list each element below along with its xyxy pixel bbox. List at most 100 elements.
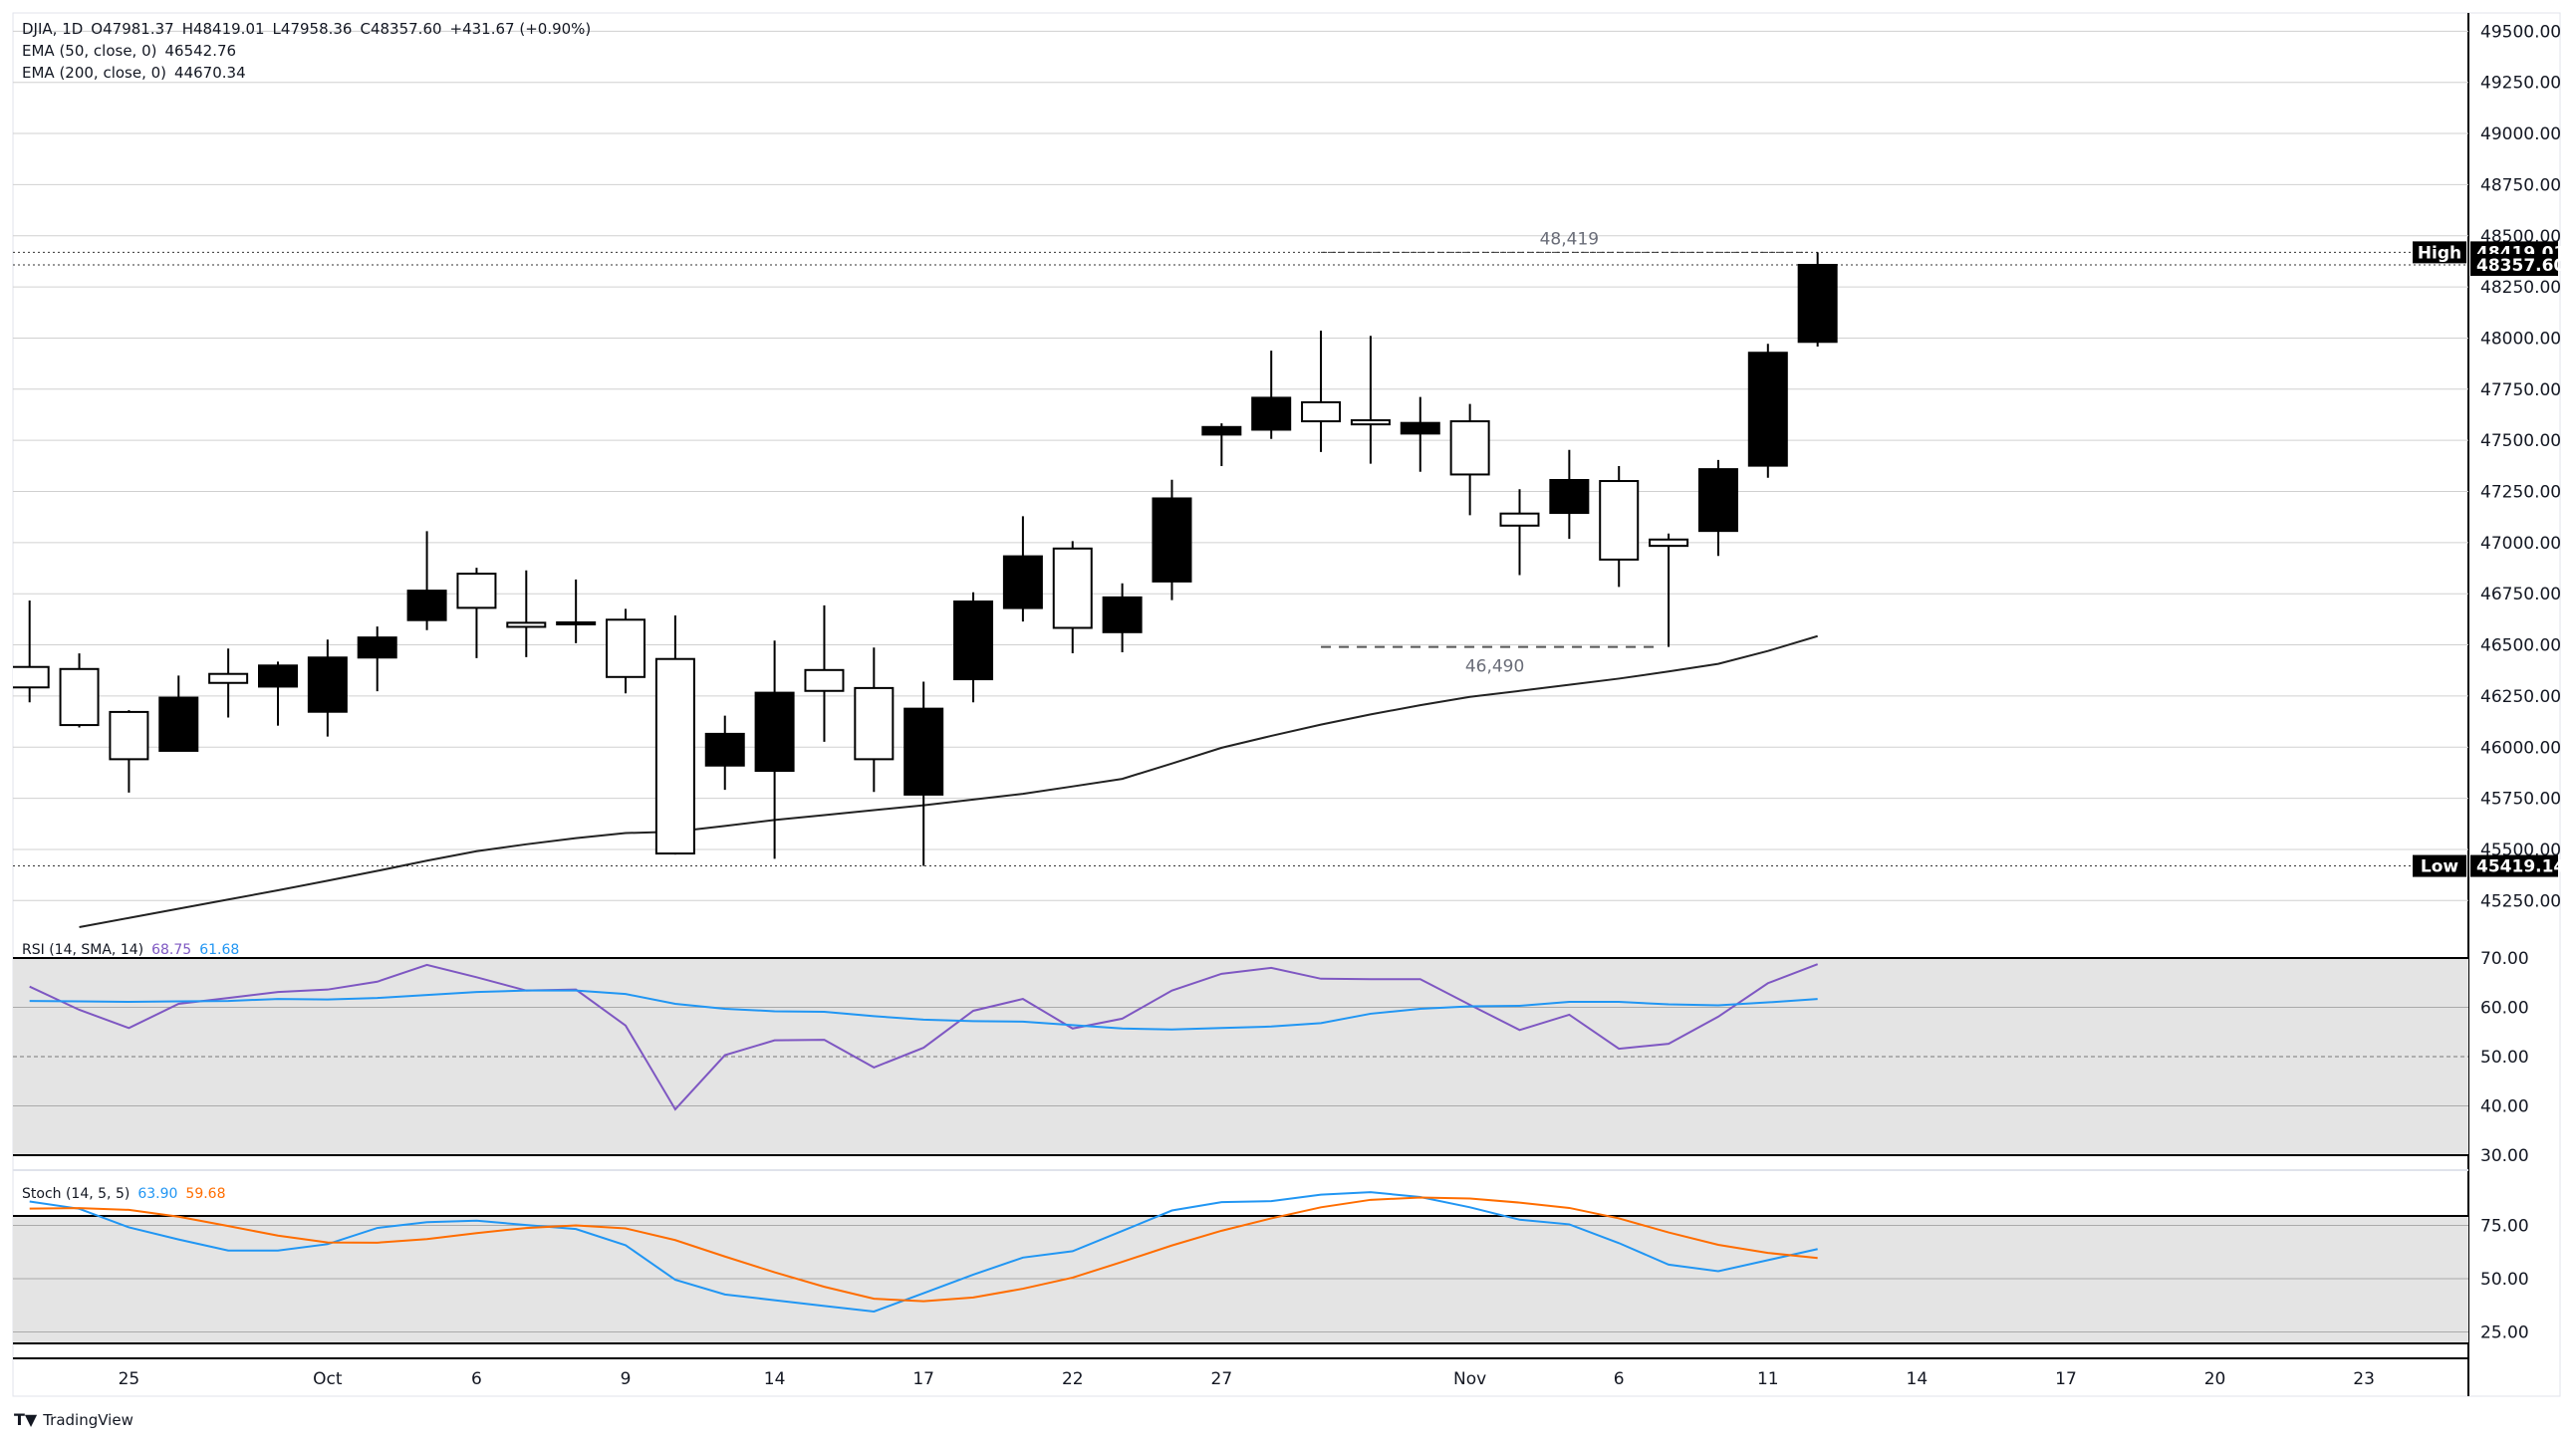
rsi-legend[interactable]: RSI (14, SMA, 14) 68.75 61.68 xyxy=(22,942,247,958)
candle xyxy=(754,640,795,859)
price-tick-label: 49250.00 xyxy=(2480,74,2561,94)
stoch-tick-label: 25.00 xyxy=(2480,1323,2529,1343)
candle xyxy=(903,681,944,866)
low-tag-label: Low xyxy=(2421,857,2459,877)
candle xyxy=(1697,459,1738,557)
ema50-legend[interactable]: EMA (50, close, 0) 46542.76 xyxy=(22,42,244,60)
low-tag-label-bg xyxy=(2413,854,2466,877)
ema50-label: EMA (50, close, 0) xyxy=(22,42,157,60)
time-tick-label: 25 xyxy=(119,1369,140,1389)
price-tick-label: 47250.00 xyxy=(2480,483,2561,503)
candle xyxy=(1350,336,1391,464)
time-tick-label: 27 xyxy=(1211,1369,1233,1389)
candle-body xyxy=(158,696,199,752)
time-tick-label: 6 xyxy=(471,1369,482,1389)
candle-body xyxy=(357,636,397,659)
candle-body xyxy=(854,686,895,761)
candle-body xyxy=(258,664,298,688)
candle xyxy=(1152,479,1192,601)
price-tick-label: 49500.00 xyxy=(2480,22,2561,42)
candle-body xyxy=(654,657,695,855)
candle xyxy=(1797,252,1838,348)
price-tick-label: 46750.00 xyxy=(2480,585,2561,604)
candle-body xyxy=(1052,547,1093,629)
candle-body xyxy=(556,620,597,625)
time-tick-label: 17 xyxy=(2055,1369,2077,1389)
tradingview-logo-icon: T▼ xyxy=(14,1410,38,1429)
ema50-line xyxy=(79,634,1818,928)
stoch-label: Stoch (14, 5, 5) xyxy=(22,1186,130,1202)
candle xyxy=(307,639,348,737)
candle-body xyxy=(456,573,497,609)
rsi-tick-label: 40.00 xyxy=(2480,1097,2529,1117)
candle xyxy=(1301,331,1342,452)
chart-frame xyxy=(12,12,2561,1397)
tradingview-logo-text: TradingView xyxy=(43,1410,133,1429)
time-tick-label: 14 xyxy=(1907,1369,1929,1389)
annotation-label: 46,490 xyxy=(1465,657,1524,677)
rsi-sma-value: 61.68 xyxy=(199,942,240,958)
candle xyxy=(506,570,547,657)
price-tick-label: 46250.00 xyxy=(2480,687,2561,707)
candle-body xyxy=(1747,352,1788,467)
candle xyxy=(158,675,199,752)
candle xyxy=(258,661,298,726)
time-tick-label: Oct xyxy=(313,1369,343,1389)
candle xyxy=(606,608,646,694)
price-tick-label: 47750.00 xyxy=(2480,380,2561,400)
symbol-label: DJIA, 1D xyxy=(22,20,84,38)
candle xyxy=(1747,344,1788,478)
candle xyxy=(109,710,149,793)
candle xyxy=(1599,466,1640,588)
candle xyxy=(1449,403,1490,516)
candle xyxy=(456,568,497,658)
candle-body xyxy=(1797,263,1838,344)
low-value: L47958.36 xyxy=(272,20,353,38)
candle xyxy=(1400,396,1440,472)
time-tick-label: 14 xyxy=(764,1369,786,1389)
candle xyxy=(654,614,695,855)
last-price-tag: 48357.60 xyxy=(2476,256,2565,276)
rsi-tick-label: 60.00 xyxy=(2480,999,2529,1019)
stoch-band-bg xyxy=(13,1216,2468,1343)
price-tick-label: 45250.00 xyxy=(2480,891,2561,911)
stoch-d-value: 59.68 xyxy=(185,1186,226,1202)
annotation-label: 48,419 xyxy=(1540,229,1599,249)
stoch--kline xyxy=(29,1191,1818,1313)
main-pane: 48,419 46,490 xyxy=(13,229,2468,928)
open-value: O47981.37 xyxy=(91,20,174,38)
candle-body xyxy=(1301,400,1342,423)
candle-body xyxy=(307,656,348,713)
candle-body xyxy=(953,601,994,681)
high-value: H48419.01 xyxy=(181,20,265,38)
price-tick-label: 46500.00 xyxy=(2480,636,2561,656)
ema200-value: 44670.34 xyxy=(174,64,246,82)
stoch-legend[interactable]: Stoch (14, 5, 5) 63.90 59.68 xyxy=(22,1186,234,1202)
candle xyxy=(1549,449,1590,540)
ema200-legend[interactable]: EMA (200, close, 0) 44670.34 xyxy=(22,64,254,82)
candle xyxy=(1201,423,1242,467)
candle xyxy=(804,604,845,742)
candle-body xyxy=(1649,538,1689,548)
price-tick-label: 48000.00 xyxy=(2480,329,2561,349)
price-tick-label: 48750.00 xyxy=(2480,175,2561,195)
tradingview-logo[interactable]: T▼ TradingView xyxy=(14,1410,133,1429)
time-tick-label: 6 xyxy=(1614,1369,1625,1389)
candle-body xyxy=(1201,425,1242,436)
candle-body xyxy=(1599,480,1640,561)
candle-body xyxy=(109,710,149,761)
rsi-rsi-smaline xyxy=(29,989,1818,1031)
candle-body xyxy=(506,621,547,628)
time-tick-label: 9 xyxy=(621,1369,632,1389)
candle-body xyxy=(1002,555,1043,609)
candle-body xyxy=(406,590,447,621)
candle-body xyxy=(1350,419,1391,426)
price-tick-label: 49000.00 xyxy=(2480,124,2561,144)
price-tick-label: 47500.00 xyxy=(2480,431,2561,451)
rsi-tick-label: 70.00 xyxy=(2480,949,2529,969)
ema50-value: 46542.76 xyxy=(164,42,237,60)
candle-body xyxy=(1102,596,1143,633)
last-price-tag-bg xyxy=(2470,253,2558,276)
candle-body xyxy=(754,691,795,773)
